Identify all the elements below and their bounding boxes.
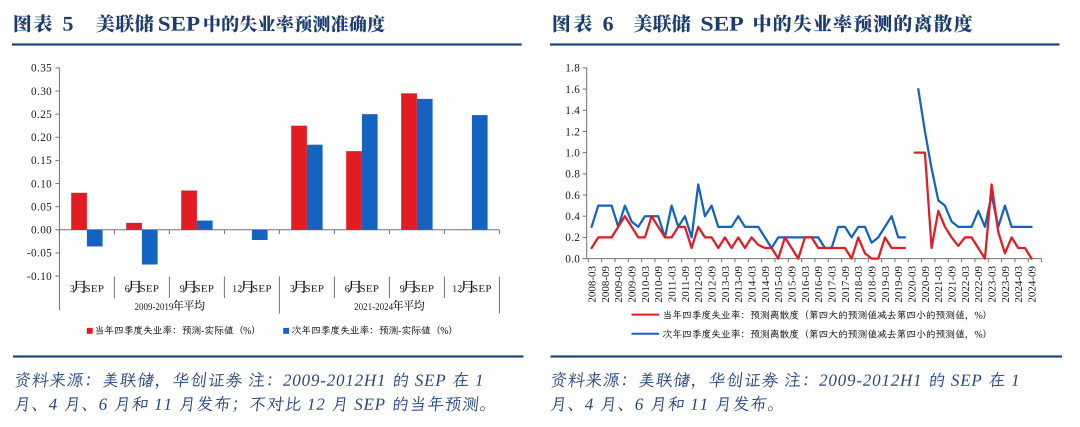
svg-text:2018-09: 2018-09 (866, 266, 878, 303)
svg-text:2012-03: 2012-03 (693, 266, 705, 303)
svg-text:2019-03: 2019-03 (880, 266, 892, 303)
svg-text:2020-03: 2020-03 (906, 266, 918, 303)
svg-text:0.20: 0.20 (31, 132, 52, 144)
svg-text:0.30: 0.30 (31, 86, 52, 98)
svg-text:2016-03: 2016-03 (800, 266, 812, 303)
svg-text:2019-09: 2019-09 (893, 266, 905, 303)
svg-text:0.05: 0.05 (31, 201, 52, 213)
svg-text:2015-03: 2015-03 (773, 266, 785, 303)
svg-text:1.4: 1.4 (565, 105, 580, 117)
svg-text:0.6: 0.6 (565, 190, 580, 202)
svg-text:2016-09: 2016-09 (813, 266, 825, 303)
svg-text:1.8: 1.8 (565, 63, 580, 75)
svg-text:0.2: 0.2 (565, 232, 580, 244)
svg-text:2021-03: 2021-03 (933, 266, 945, 303)
svg-text:2013-09: 2013-09 (733, 266, 745, 303)
svg-text:0.00: 0.00 (31, 225, 52, 237)
svg-text:-0.10: -0.10 (27, 271, 52, 283)
svg-text:2015-09: 2015-09 (787, 266, 799, 303)
svg-text:2008-09: 2008-09 (600, 266, 612, 303)
svg-text:2024-03: 2024-03 (1013, 266, 1025, 303)
svg-text:2021-09: 2021-09 (946, 266, 958, 303)
svg-text:2010-03: 2010-03 (640, 266, 652, 303)
svg-text:2014-03: 2014-03 (747, 266, 759, 303)
svg-text:2011-09: 2011-09 (680, 266, 692, 303)
svg-text:1.0: 1.0 (565, 147, 580, 159)
svg-text:2014-09: 2014-09 (760, 266, 772, 303)
svg-text:2009-03: 2009-03 (613, 266, 625, 303)
svg-text:2023-09: 2023-09 (1000, 266, 1012, 303)
svg-text:2011-03: 2011-03 (667, 266, 679, 303)
svg-text:2017-09: 2017-09 (840, 266, 852, 303)
svg-text:1.6: 1.6 (565, 84, 580, 96)
svg-text:2018-03: 2018-03 (853, 266, 865, 303)
svg-text:-0.05: -0.05 (27, 248, 52, 260)
svg-text:2024-09: 2024-09 (1026, 266, 1038, 303)
svg-text:0.8: 0.8 (565, 169, 580, 181)
svg-text:2008-03: 2008-03 (587, 266, 599, 303)
svg-text:0.4: 0.4 (565, 211, 580, 223)
svg-text:2013-03: 2013-03 (720, 266, 732, 303)
svg-text:2022-03: 2022-03 (960, 266, 972, 303)
svg-text:2020-09: 2020-09 (920, 266, 932, 303)
svg-text:2009-09: 2009-09 (627, 266, 639, 303)
svg-text:0.35: 0.35 (31, 63, 52, 75)
svg-text:2022-09: 2022-09 (973, 266, 985, 303)
svg-text:1.2: 1.2 (565, 126, 580, 138)
svg-text:2010-09: 2010-09 (653, 266, 665, 303)
svg-text:0.10: 0.10 (31, 178, 52, 190)
svg-text:2012-09: 2012-09 (707, 266, 719, 303)
svg-text:0.0: 0.0 (565, 253, 580, 265)
svg-text:2023-03: 2023-03 (986, 266, 998, 303)
svg-text:0.25: 0.25 (31, 109, 52, 121)
svg-text:0.15: 0.15 (31, 155, 52, 167)
svg-text:2017-03: 2017-03 (826, 266, 838, 303)
